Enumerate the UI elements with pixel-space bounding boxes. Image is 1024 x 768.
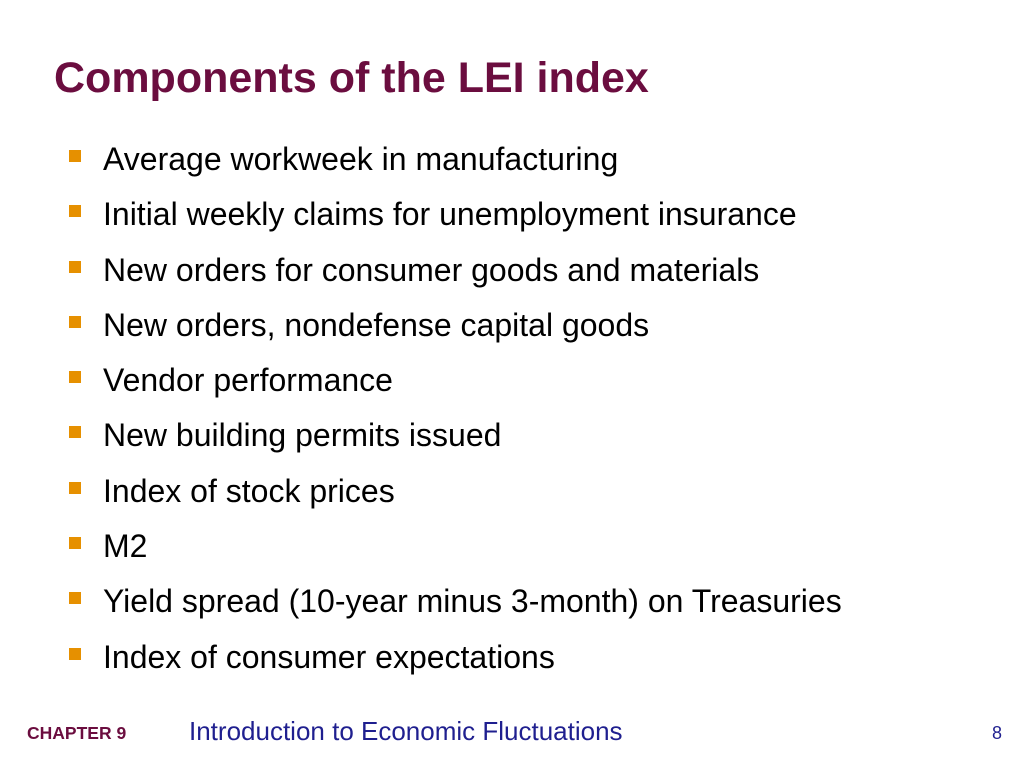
bullet-text: Index of stock prices xyxy=(103,472,395,509)
square-bullet-icon xyxy=(69,537,81,550)
square-bullet-icon xyxy=(69,647,81,660)
bullet-text: Initial weekly claims for unemployment i… xyxy=(103,196,797,233)
square-bullet-icon xyxy=(69,205,81,218)
footer-chapter-title: Introduction to Economic Fluctuations xyxy=(189,716,623,746)
bullet-text: Yield spread (10-year minus 3-month) on … xyxy=(103,583,842,620)
bullet-item: Yield spread (10-year minus 3-month) on … xyxy=(0,575,1000,630)
square-bullet-icon xyxy=(69,426,81,439)
page-number: 8 xyxy=(991,723,1002,743)
square-bullet-icon xyxy=(69,592,81,605)
bullet-item: New orders for consumer goods and materi… xyxy=(0,244,1000,299)
bullet-item: Vendor performance xyxy=(0,354,1000,409)
bullet-list: Average workweek in manufacturing Initia… xyxy=(0,133,1000,686)
footer-chapter-label: CHAPTER 9 xyxy=(27,723,127,743)
square-bullet-icon xyxy=(69,150,81,162)
square-bullet-icon xyxy=(69,260,81,273)
bullet-item: M2 xyxy=(0,520,1000,575)
bullet-item: Index of consumer expectations xyxy=(0,631,1000,686)
bullet-text: New orders, nondefense capital goods xyxy=(103,306,650,343)
square-bullet-icon xyxy=(69,315,81,328)
square-bullet-icon xyxy=(69,481,81,494)
bullet-item: New orders, nondefense capital goods xyxy=(0,299,1000,354)
bullet-text: New orders for consumer goods and materi… xyxy=(103,251,760,288)
bullet-item: Index of stock prices xyxy=(0,465,1000,520)
bullet-text: M2 xyxy=(103,528,148,565)
bullet-item: Initial weekly claims for unemployment i… xyxy=(0,188,1000,243)
bullet-text: Vendor performance xyxy=(103,362,393,399)
bullet-text: Index of consumer expectations xyxy=(103,638,555,675)
slide-title: Components of the LEI index xyxy=(54,54,649,102)
bullet-text: New building permits issued xyxy=(103,417,502,454)
square-bullet-icon xyxy=(69,371,81,384)
bullet-text: Average workweek in manufacturing xyxy=(103,141,619,177)
bullet-item: Average workweek in manufacturing xyxy=(0,133,1000,188)
bullet-item: New building permits issued xyxy=(0,409,1000,464)
